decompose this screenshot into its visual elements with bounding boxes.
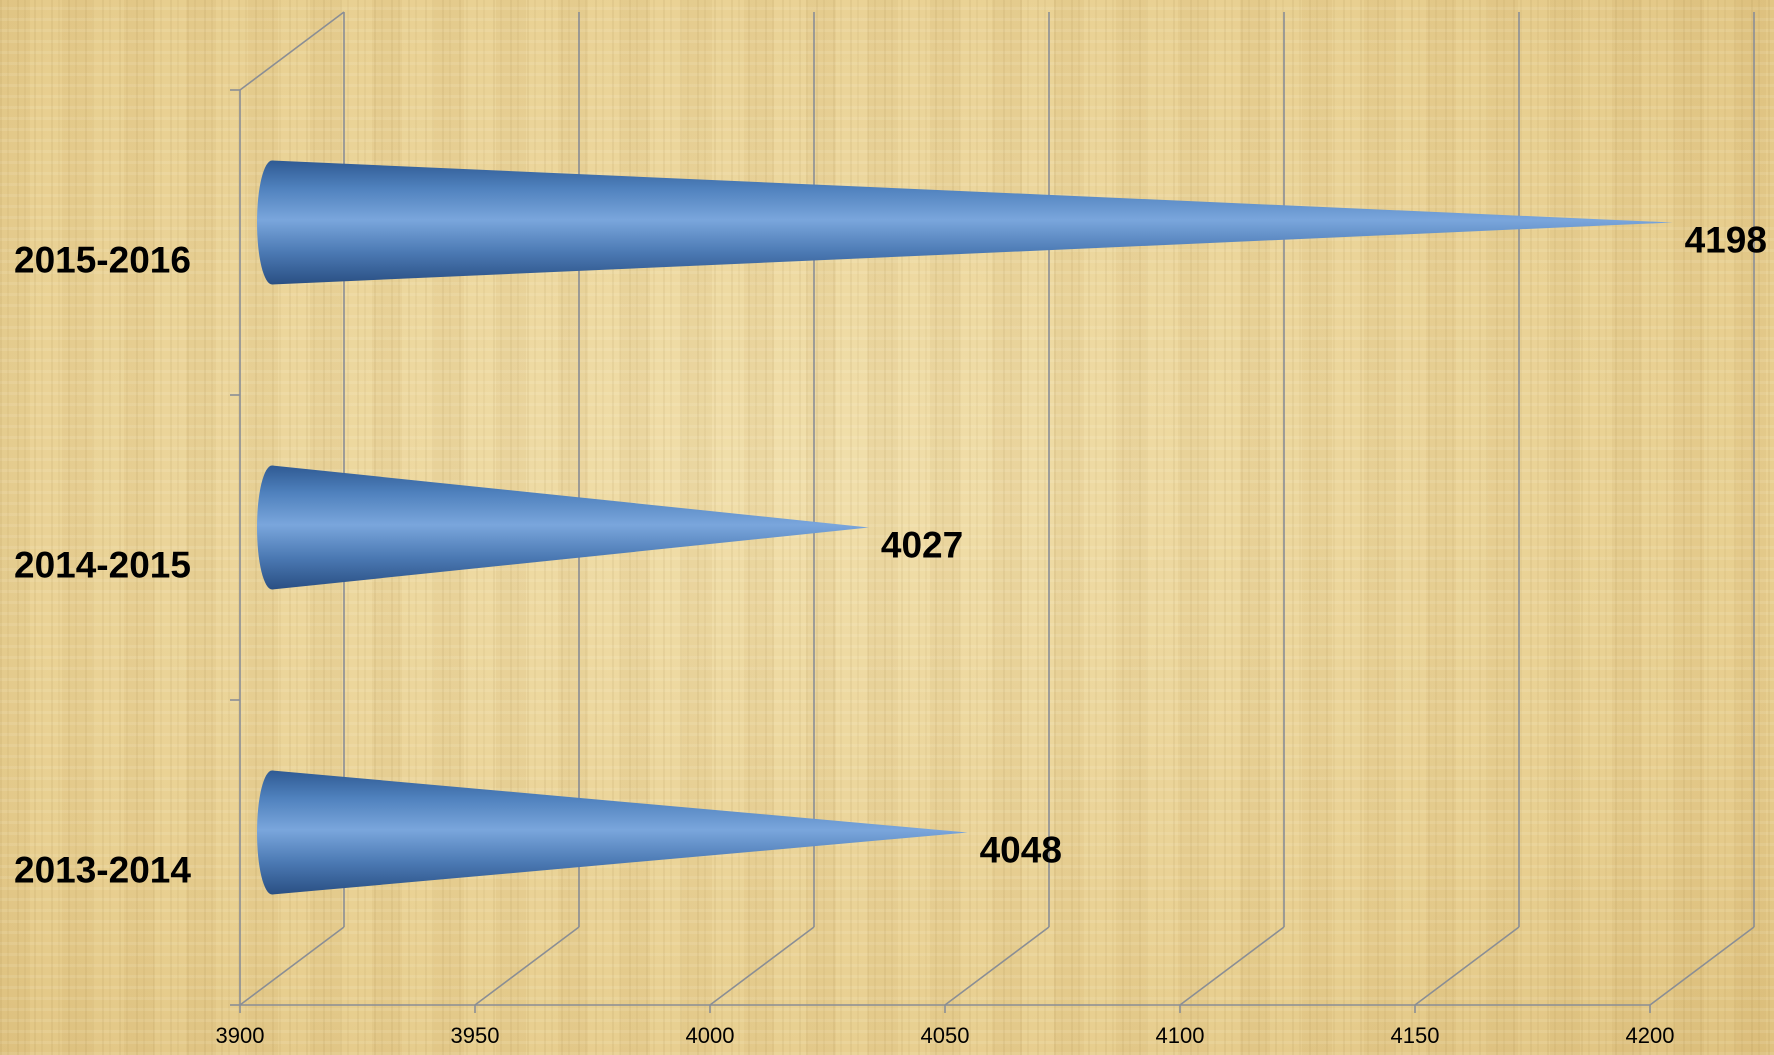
data-label: 4027 [881,525,963,566]
cone-base [257,160,287,285]
cones [257,160,1673,895]
x-tick-label: 4150 [1391,1023,1440,1048]
floor-gridline [1414,926,1520,1006]
floor-gridline [709,926,815,1006]
cone-bar [257,160,1673,285]
category-label: 2013-2014 [14,850,191,891]
cone-body [272,465,869,590]
cone-body [272,770,968,895]
category-label: 2014-2015 [14,545,191,586]
floor-gridline [944,926,1050,1006]
cone-base [257,465,287,590]
floor-gridline [1179,926,1285,1006]
data-label: 4198 [1685,220,1767,261]
category-axis-depth-edge [239,11,345,91]
x-tick-label: 3900 [216,1023,265,1048]
x-tick-label: 3950 [451,1023,500,1048]
x-tick-label: 4000 [686,1023,735,1048]
category-label: 2015-2016 [14,240,191,281]
floor-gridline [474,926,580,1006]
data-label: 4048 [980,830,1062,871]
x-tick-label: 4050 [921,1023,970,1048]
axes [230,11,1755,1013]
floor-gridline [239,926,345,1006]
x-tick-label: 4200 [1626,1023,1675,1048]
cone-body [272,160,1673,285]
labels: 3900 3950 4000 4050 4100 4150 4200 4048 2013-201… [14,220,1767,1049]
x-tick-label: 4100 [1156,1023,1205,1048]
cone-bar [257,465,869,590]
cone-base [257,770,287,895]
cone-bar [257,770,968,895]
floor-gridline [1649,926,1755,1006]
